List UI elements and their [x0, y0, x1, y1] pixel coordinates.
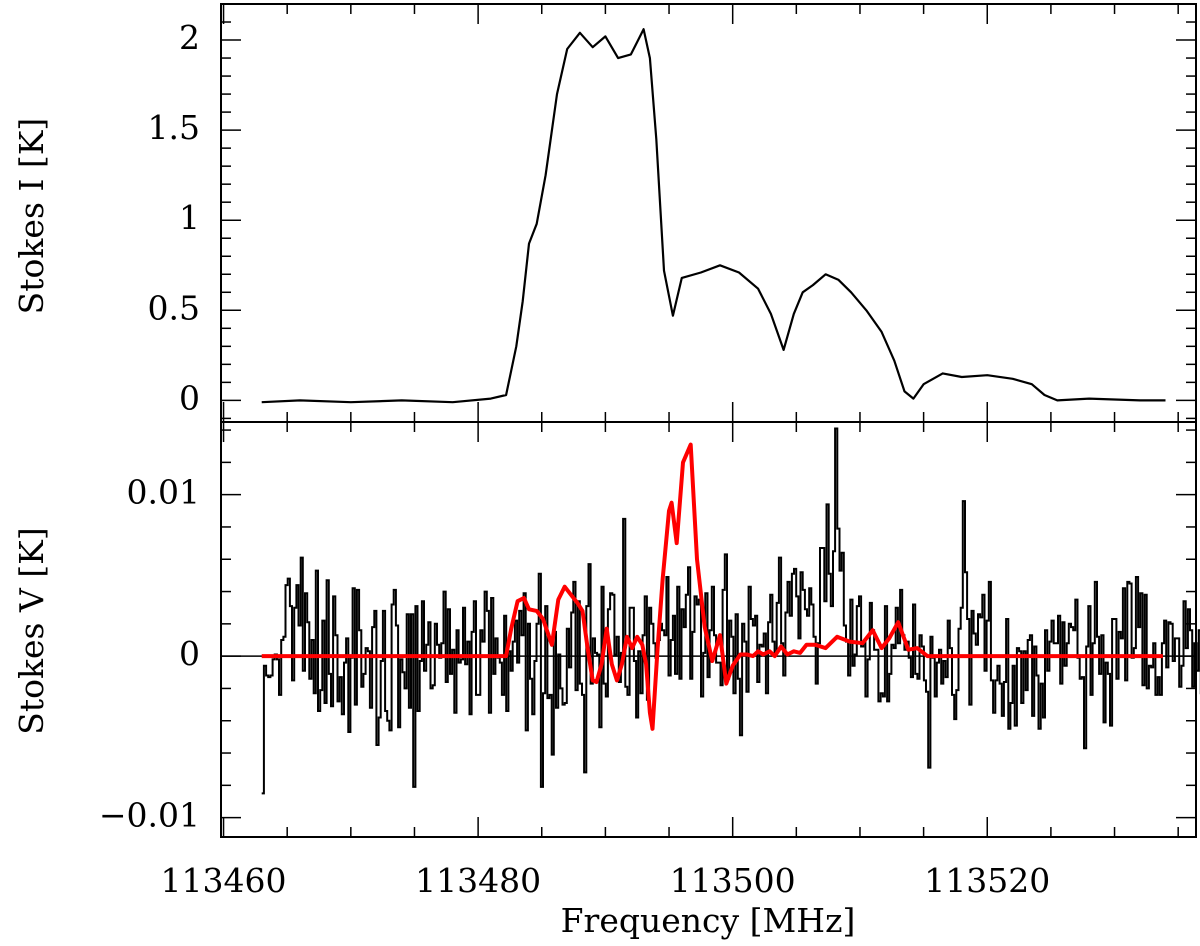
x-tick-label: 113480 — [415, 861, 541, 900]
x-tick-label: 113460 — [161, 861, 287, 900]
stokes-v-observed-line — [261, 427, 1200, 795]
y-tick-label: 1.5 — [148, 108, 200, 147]
bottom-panel-ticks — [221, 422, 1196, 837]
top-panel-ticks — [221, 3, 1196, 422]
bottom-panel: −0.01 0 0.01 113460 113480 113500 113520 Stok… — [12, 421, 1200, 940]
y-tick-label: 2 — [179, 18, 200, 57]
top-panel: 0 0.5 1 1.5 2 Stokes I [K] — [12, 3, 1197, 423]
stokes-v-model-series — [261, 442, 1163, 731]
y-tick-label: 0 — [179, 378, 200, 417]
stokes-i-line — [261, 28, 1166, 404]
y-tick-label: 1 — [179, 198, 200, 237]
bottom-panel-ytick-labels: −0.01 0 0.01 — [99, 473, 200, 835]
top-panel-ytick-labels: 0 0.5 1 1.5 2 — [148, 18, 200, 417]
x-axis-title: Frequency [MHz] — [561, 901, 856, 940]
bottom-y-axis-title: Stokes V [K] — [12, 527, 51, 734]
stokes-v-observed-series — [261, 427, 1200, 795]
x-tick-label: 113520 — [924, 861, 1050, 900]
stokes-i-series — [261, 28, 1166, 404]
bottom-panel-frame — [220, 421, 1197, 838]
stokes-v-model-line — [261, 442, 1163, 731]
x-tick-label: 113500 — [670, 861, 796, 900]
y-tick-label: 0.01 — [127, 473, 200, 512]
y-tick-label: −0.01 — [99, 796, 200, 835]
y-tick-label: 0 — [179, 634, 200, 673]
top-y-axis-title: Stokes I [K] — [12, 118, 51, 315]
x-tick-labels: 113460 113480 113500 113520 — [161, 861, 1051, 900]
top-panel-frame — [220, 3, 1197, 423]
y-tick-label: 0.5 — [148, 288, 200, 327]
